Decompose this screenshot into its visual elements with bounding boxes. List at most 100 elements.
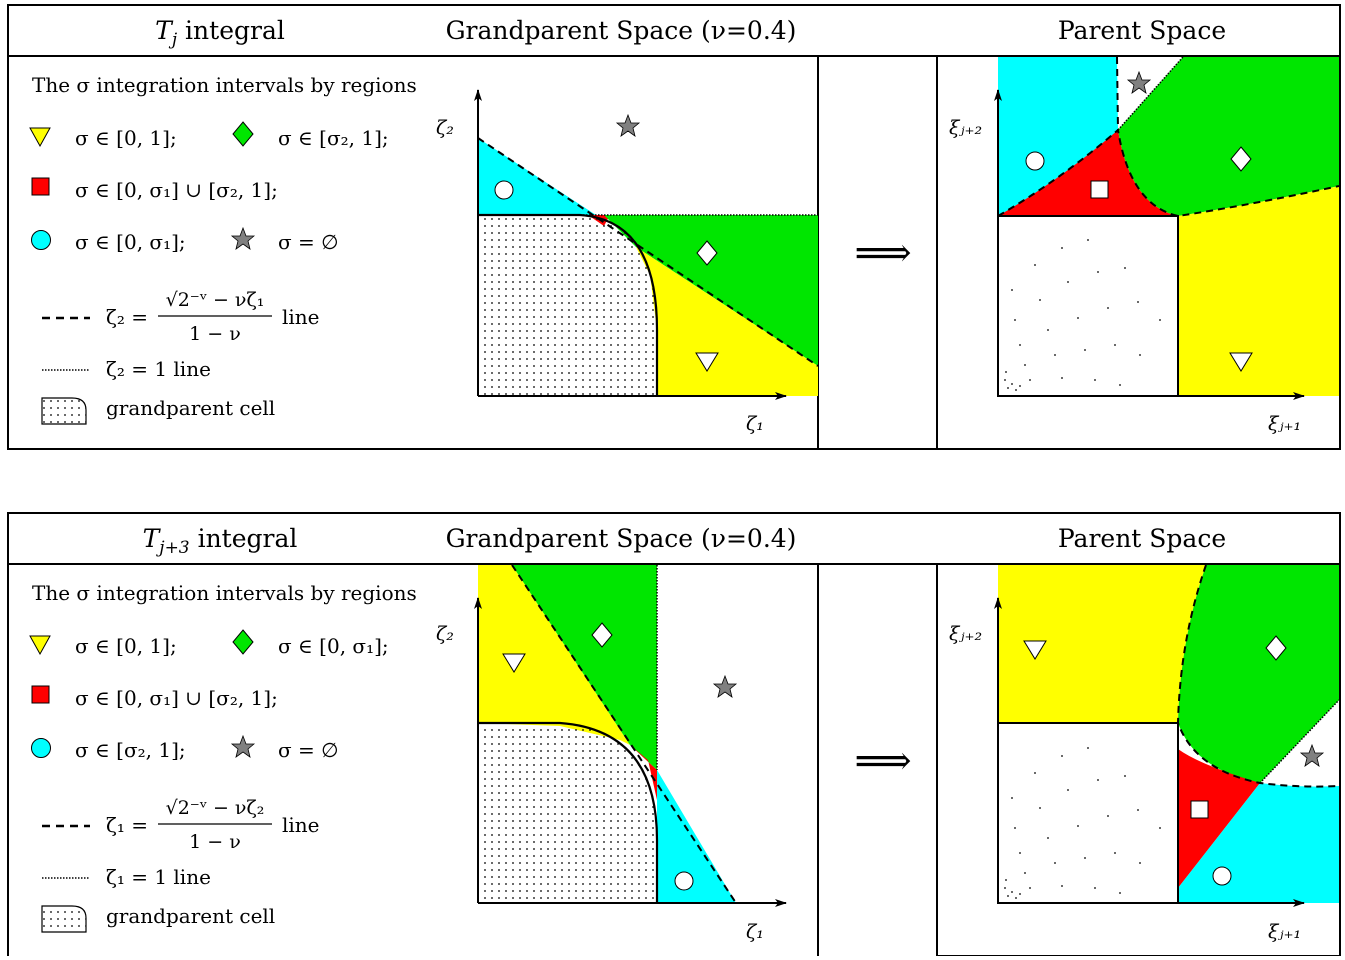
dashed-boundary [511, 564, 737, 904]
cyan-circle-icon [31, 230, 51, 250]
yellow-region [478, 565, 630, 745]
green-region [1178, 565, 1339, 783]
red-square-icon [31, 685, 50, 704]
dashed-eq-lhs: ζ₂ = [106, 305, 148, 329]
star-marker [1126, 70, 1152, 94]
diamond-marker [1265, 635, 1287, 661]
y-axis-label: ξⱼ₊₂ [949, 623, 982, 645]
legend-cyan: σ ∈ [0, σ₁]; [75, 230, 186, 254]
cyan-circle-icon [31, 738, 51, 758]
diamond-marker [696, 240, 718, 266]
square-marker [1090, 180, 1109, 199]
circle-marker [1025, 151, 1045, 171]
legend-red: σ ∈ [0, σ₁] ∪ [σ₂, 1]; [75, 178, 278, 202]
y-axis-label: ζ₂ [436, 117, 454, 139]
maps-to-arrow: ⟹ [854, 230, 911, 276]
dashed-boundary [1176, 564, 1340, 788]
dashed-eq-tail: line [282, 813, 320, 837]
legend-yellow: σ ∈ [0, 1]; [75, 126, 177, 150]
dashed-boundary [997, 128, 1340, 218]
panel-tj: Tj integral Grandparent Space (ν=0.4) Pa… [7, 4, 1341, 450]
red-region [998, 130, 1178, 216]
cell-dot-grid [1004, 747, 1161, 899]
star-icon [230, 734, 256, 758]
grandparent-title: Grandparent Space (ν=0.4) [446, 16, 797, 45]
legend-dotted: ζ₂ = 1 line [106, 357, 211, 381]
parent-title: Parent Space [1058, 16, 1226, 45]
green-diamond-icon [232, 629, 254, 655]
yellow-region [998, 565, 1206, 723]
dashed-eq-numerator: √2⁻ᵛ − νζ₁ [166, 289, 265, 311]
grandparent-cell-icon [41, 397, 87, 425]
red-square-icon [31, 177, 50, 196]
parent-plot: ξⱼ₊₁ ξⱼ₊₂ [936, 55, 1341, 450]
legend-intro: The σ integration intervals by regions [32, 73, 417, 97]
square-marker [1190, 800, 1209, 819]
legend-yellow: σ ∈ [0, 1]; [75, 634, 177, 658]
diamond-marker [1230, 146, 1252, 172]
cell-dot-grid [1004, 239, 1161, 391]
yellow-triangle-icon [29, 635, 51, 656]
legend-red: σ ∈ [0, σ₁] ∪ [σ₂, 1]; [75, 686, 278, 710]
grandparent-cell [478, 723, 657, 903]
green-diamond-icon [232, 121, 254, 147]
dashed-eq-denominator: 1 − ν [189, 323, 241, 345]
star-marker [615, 113, 641, 137]
green-region [1118, 57, 1339, 216]
dotted-boundary [1259, 699, 1340, 784]
parent-title: Parent Space [1058, 524, 1226, 553]
legend-green: σ ∈ [σ₂, 1]; [278, 126, 389, 150]
legend: The σ integration intervals by regions σ… [29, 73, 417, 425]
legend-star: σ = ∅ [278, 230, 339, 254]
dashed-boundary-top [1116, 56, 1119, 131]
x-axis-label: ζ₁ [746, 413, 764, 435]
dotted-boundary [1117, 56, 1184, 131]
grandparent-cell [478, 215, 657, 396]
legend-green: σ ∈ [0, σ₁]; [278, 634, 389, 658]
dashed-eq-tail: line [282, 305, 320, 329]
grandparent-plot: ζ₁ ζ₂ [436, 564, 819, 956]
y-axis-label: ξⱼ₊₂ [949, 117, 982, 139]
cyan-region [478, 138, 596, 215]
star-marker [1299, 743, 1325, 767]
red-region [630, 745, 657, 800]
dashed-boundary [477, 137, 819, 367]
legend-intro: The σ integration intervals by regions [32, 581, 417, 605]
legend: The σ integration intervals by regions σ… [29, 581, 417, 933]
red-region [1178, 723, 1260, 888]
dashed-eq-denominator: 1 − ν [189, 831, 241, 853]
legend-cell: grandparent cell [106, 396, 275, 420]
legend-cell: grandparent cell [106, 904, 275, 928]
grandparent-cell-image [997, 215, 1179, 397]
legend-cyan: σ ∈ [σ₂, 1]; [75, 738, 186, 762]
cell-boundary [478, 721, 659, 903]
circle-marker [674, 871, 694, 891]
triangle-marker [1023, 640, 1047, 660]
circle-marker [1212, 866, 1232, 886]
panel-tj3: Tj+3 integral Grandparent Space (ν=0.4) … [7, 512, 1341, 958]
star-icon [230, 226, 256, 250]
legend-dotted: ζ₁ = 1 line [106, 865, 211, 889]
x-axis-label: ξⱼ₊₁ [1268, 921, 1301, 943]
dashed-eq-numerator: √2⁻ᵛ − νζ₂ [166, 797, 265, 819]
parent-plot: ξⱼ₊₁ ξⱼ₊₂ [936, 563, 1341, 957]
triangle-marker [695, 352, 719, 372]
star-marker [712, 674, 738, 698]
dashed-eq-lhs: ζ₁ = [106, 813, 148, 837]
triangle-marker [1229, 352, 1253, 372]
green-region [604, 215, 818, 366]
cyan-region [998, 57, 1118, 216]
grandparent-plot: ζ₁ ζ₂ [436, 56, 819, 449]
triangle-marker [502, 653, 526, 673]
integral-title: Tj+3 integral [143, 524, 298, 558]
grandparent-cell-image [997, 722, 1179, 904]
x-axis-label: ζ₁ [746, 921, 764, 943]
plot-border [936, 55, 1341, 450]
circle-marker [494, 180, 514, 200]
cyan-region [657, 770, 736, 903]
y-axis-label: ζ₂ [436, 623, 454, 645]
green-region [512, 565, 657, 770]
x-axis-label: ξⱼ₊₁ [1268, 413, 1301, 435]
yellow-region [1178, 186, 1339, 396]
